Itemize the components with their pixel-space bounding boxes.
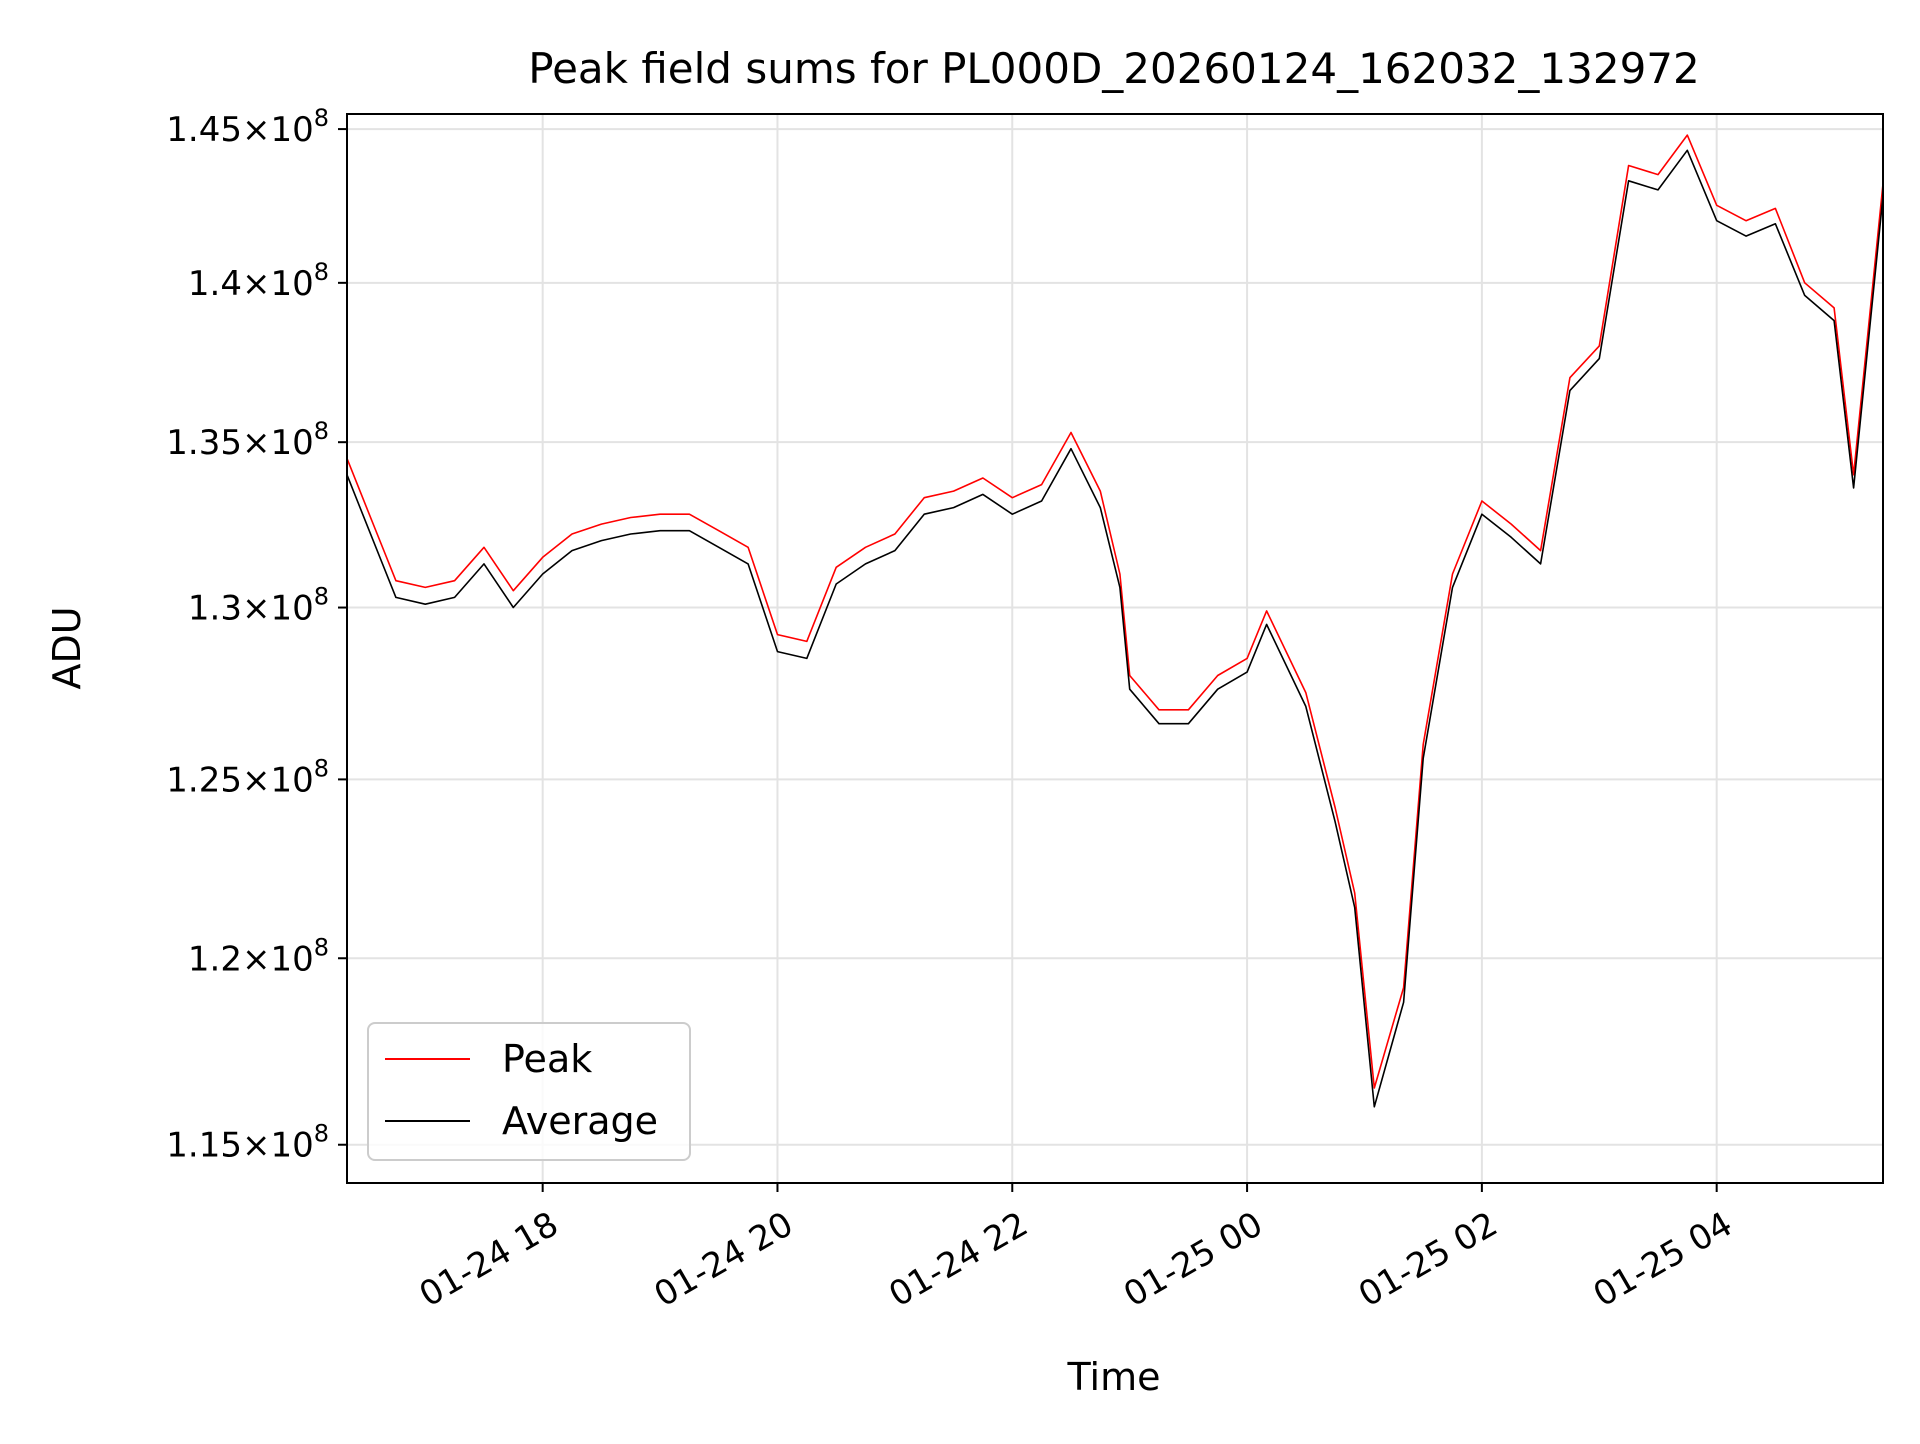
y-ticks: 1.15×108 1.2×108 1.25×108 1.3×108 1.35×108 1.… [166,104,347,1166]
legend-box [367,1022,691,1161]
x-axis-label: Time [1067,1355,1161,1399]
y-tick-label: 1.35×108 [166,417,329,463]
y-tick-label: 1.4×108 [188,258,329,304]
legend: Peak Average [367,1022,691,1161]
legend-label-peak: Peak [502,1037,592,1081]
y-tick-label: 1.2×108 [188,933,329,979]
y-axis-label: ADU [45,606,89,689]
y-tick-label: 1.25×108 [166,754,329,800]
series-lines [346,134,1884,1108]
legend-label-average: Average [502,1099,658,1143]
y-tick-label: 1.45×108 [166,104,329,150]
axes-frame [346,113,1884,1184]
series-line-peak [346,134,1884,1089]
y-tick-label: 1.15×108 [166,1120,329,1166]
grid-lines [347,114,1883,1183]
chart-title: Peak field sums for PL000D_20260124_1620… [528,44,1699,93]
y-tick-label: 1.3×108 [188,583,329,629]
series-line-average [346,149,1884,1108]
